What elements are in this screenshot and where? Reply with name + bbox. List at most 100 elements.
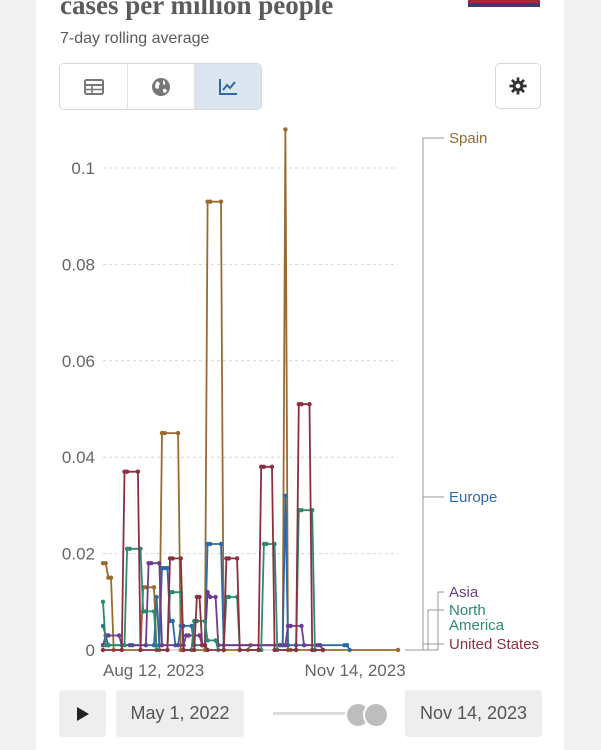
data-point — [318, 643, 323, 648]
data-point — [301, 643, 307, 648]
data-point — [320, 647, 326, 653]
data-point — [178, 556, 183, 561]
flag-icon — [468, 0, 540, 7]
settings-button[interactable] — [495, 63, 541, 109]
tab-map[interactable] — [127, 64, 194, 109]
data-point — [159, 643, 165, 648]
series-spain — [100, 127, 401, 653]
start-date-button[interactable]: May 1, 2022 — [116, 690, 244, 737]
data-point — [151, 643, 157, 648]
tab-table[interactable] — [60, 64, 127, 109]
data-point — [310, 647, 315, 653]
data-point — [283, 493, 288, 498]
data-point — [186, 633, 191, 638]
data-point — [299, 623, 304, 629]
data-point — [218, 541, 224, 547]
data-point — [103, 561, 108, 566]
data-point — [347, 647, 352, 653]
data-point — [151, 585, 157, 590]
data-point — [154, 594, 159, 600]
y-tick-label: 0.06 — [62, 352, 95, 371]
line-chart-icon — [219, 78, 237, 95]
legend-connector — [420, 609, 444, 651]
x-tick-label: Nov 14, 2023 — [305, 661, 406, 680]
page-title: cases per million people — [60, 0, 334, 20]
timeline-end-handle[interactable] — [363, 702, 389, 728]
data-point — [127, 546, 132, 551]
data-point — [218, 199, 224, 204]
data-point — [299, 508, 304, 513]
gear-icon — [509, 77, 527, 95]
play-icon — [76, 706, 89, 721]
data-point — [283, 127, 288, 132]
data-point — [149, 561, 154, 566]
series-line — [102, 562, 324, 651]
legend-connector — [405, 643, 444, 651]
series-north-america — [100, 508, 326, 653]
data-point — [119, 647, 125, 653]
data-point — [170, 618, 175, 624]
data-point — [197, 594, 202, 600]
data-point — [208, 199, 213, 204]
data-point — [189, 623, 194, 629]
data-point — [208, 541, 213, 547]
legend-label: Europe — [449, 489, 497, 506]
data-point — [208, 594, 213, 600]
data-point — [165, 647, 170, 653]
end-date-button[interactable]: Nov 14, 2023 — [405, 690, 542, 737]
table-icon — [83, 78, 104, 95]
data-point — [237, 647, 242, 653]
data-point — [175, 430, 181, 436]
y-tick-label: 0.02 — [62, 545, 95, 564]
data-point — [213, 638, 218, 643]
page-subtitle: 7-day rolling average — [60, 30, 210, 47]
data-point — [299, 402, 304, 407]
series-line — [103, 403, 323, 651]
legend-connector — [405, 137, 444, 651]
data-point — [165, 565, 170, 571]
tab-chart[interactable] — [194, 64, 261, 109]
series-united-states — [100, 402, 326, 653]
y-tick-label: 0 — [86, 641, 95, 660]
timeline-slider-track[interactable] — [273, 712, 363, 715]
data-point — [106, 643, 111, 648]
data-point — [202, 618, 208, 624]
grid-lines: 0 0.02 0.04 0.06 0.08 0.1 Aug 12, 2023 Nov 14, … — [62, 159, 406, 680]
data-point — [170, 556, 175, 561]
data-point — [344, 643, 350, 648]
series-asia — [100, 561, 326, 653]
data-point — [170, 590, 175, 595]
data-point — [100, 647, 106, 653]
data-point — [162, 430, 167, 436]
data-point — [202, 643, 208, 648]
data-point — [234, 556, 240, 561]
data-point — [256, 647, 261, 653]
y-tick-label: 0.04 — [62, 448, 95, 467]
legend-label: North America — [449, 602, 505, 634]
data-point — [116, 633, 122, 638]
data-point — [288, 623, 293, 629]
data-point — [143, 643, 149, 648]
data-point — [264, 541, 269, 547]
data-point — [106, 633, 111, 638]
data-point — [135, 469, 141, 474]
data-point — [181, 647, 186, 653]
data-point — [108, 575, 114, 580]
series-lines — [100, 127, 401, 653]
data-point — [221, 647, 226, 653]
legend-label: United States — [449, 636, 539, 653]
series-line — [103, 128, 398, 651]
legend-connector — [420, 591, 444, 651]
y-tick-label: 0.1 — [71, 159, 95, 178]
data-point — [205, 590, 210, 595]
data-point — [307, 402, 312, 407]
data-point — [138, 647, 143, 653]
data-point — [143, 609, 149, 614]
data-point — [205, 638, 210, 643]
data-point — [272, 647, 277, 653]
play-button[interactable] — [59, 690, 106, 737]
legend-label: Spain — [449, 130, 487, 147]
data-point — [151, 609, 157, 614]
data-point — [197, 633, 202, 638]
